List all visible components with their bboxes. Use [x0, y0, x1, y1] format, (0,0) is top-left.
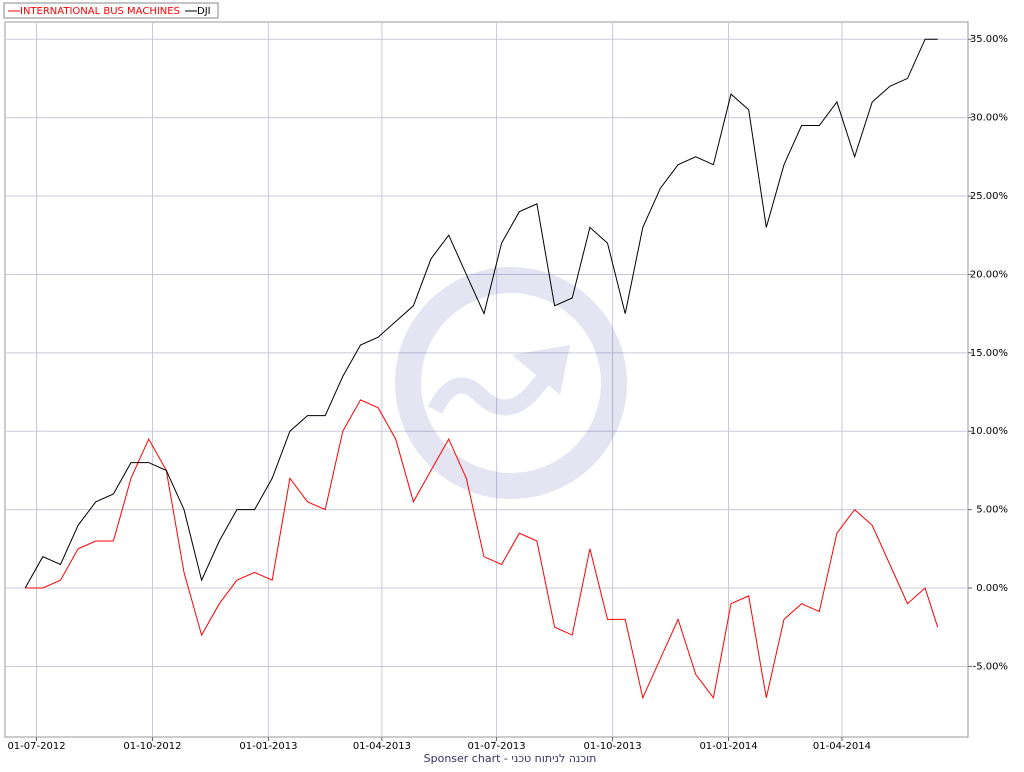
- y-tick-label: 5.00%: [976, 505, 1008, 516]
- y-tick-label: 15.00%: [970, 348, 1008, 359]
- legend-box: [3, 2, 219, 19]
- y-tick-label: -5.00%: [973, 661, 1008, 672]
- x-tick-label: 01-07-2012: [7, 741, 65, 752]
- y-tick-label: 25.00%: [970, 191, 1008, 202]
- y-tick-label: 0.00%: [976, 583, 1008, 594]
- watermark: [395, 267, 627, 499]
- legend-label: INTERNATIONAL BUS MACHINES: [20, 6, 180, 17]
- x-tick-label: 01-04-2014: [813, 741, 871, 752]
- grid: [5, 22, 968, 737]
- plot-area: [4, 21, 969, 738]
- x-tick-label: 01-01-2013: [239, 741, 297, 752]
- x-tick-label: 01-04-2013: [353, 741, 411, 752]
- y-tick-label: 35.00%: [970, 34, 1008, 45]
- y-tick-label: 10.00%: [970, 426, 1008, 437]
- x-tick-label: 01-10-2012: [123, 741, 181, 752]
- lines: [24, 38, 939, 700]
- footer: Sponser chart - תוכנה לניתוח טכני: [424, 752, 597, 765]
- legend-label: DJI: [197, 6, 211, 17]
- legend: INTERNATIONAL BUS MACHINES DJI: [3, 2, 219, 19]
- x-tick-label: 01-01-2014: [699, 741, 757, 752]
- x-tick-label: 01-07-2013: [468, 741, 526, 752]
- x-tick-label: 01-10-2013: [583, 741, 641, 752]
- series-line: [24, 38, 938, 589]
- series-line: [25, 399, 939, 700]
- y-tick-label: 30.00%: [970, 113, 1008, 124]
- y-tick-label: 20.00%: [970, 269, 1008, 280]
